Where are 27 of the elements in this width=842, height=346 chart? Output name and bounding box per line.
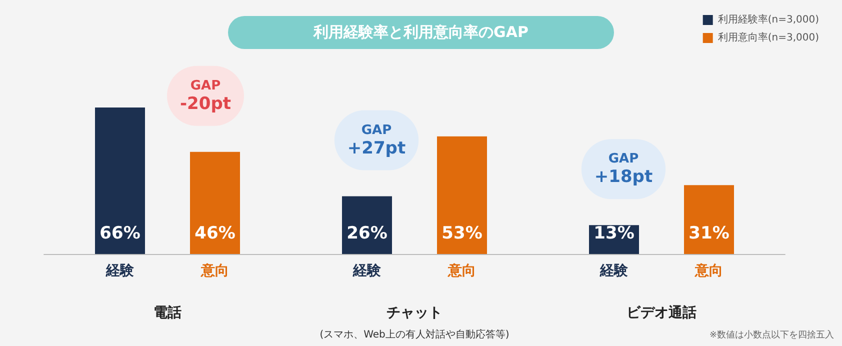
annotation: GAP -20pt bbox=[180, 78, 232, 114]
annotation: GAP +27pt bbox=[347, 122, 406, 158]
bar bbox=[190, 152, 240, 254]
text: 経験 bbox=[105, 263, 135, 279]
text: 意向 bbox=[200, 262, 229, 279]
text: 意向 bbox=[447, 262, 476, 279]
data-label: 13% bbox=[594, 224, 634, 244]
text: 経験 bbox=[352, 263, 382, 279]
data-label: 26% bbox=[346, 224, 388, 244]
data-label: 53% bbox=[442, 224, 482, 244]
annotation: GAP +18pt bbox=[594, 152, 653, 188]
legend-label: 利用意向率(n=3,000) bbox=[718, 32, 820, 44]
text: 経験 bbox=[599, 263, 629, 279]
bar bbox=[437, 136, 487, 254]
data-label: 46% bbox=[194, 224, 236, 244]
x-tick-label: ビデオ通話 bbox=[626, 304, 696, 321]
bar bbox=[684, 185, 734, 254]
x-tick-label: チャット (スマホ、Web上の有人対話や自動応答等) bbox=[320, 305, 510, 340]
data-label: 31% bbox=[688, 224, 730, 244]
bar bbox=[95, 107, 145, 254]
data-label: 66% bbox=[100, 224, 140, 244]
x-tick-label: 電話 bbox=[154, 305, 182, 321]
text: ※数値は小数点以下を四捨五入 bbox=[709, 330, 834, 340]
legend-label: 利用経験率(n=3,000) bbox=[718, 14, 820, 26]
chart-title: 利用経験率と利用意向率のGAP bbox=[314, 23, 528, 42]
bar bbox=[342, 196, 392, 254]
text: 意向 bbox=[694, 262, 723, 279]
